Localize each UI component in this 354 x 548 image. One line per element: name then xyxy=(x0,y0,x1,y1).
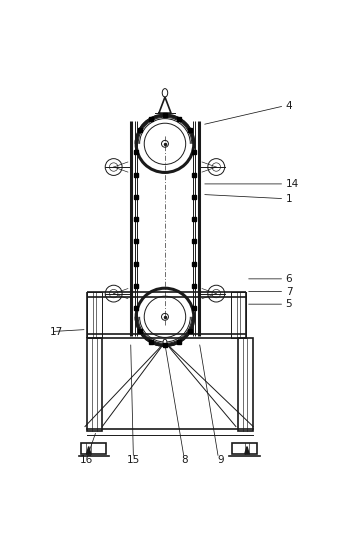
Text: 16: 16 xyxy=(80,455,93,465)
Bar xyxy=(231,292,246,338)
Bar xyxy=(87,338,102,431)
Text: 8: 8 xyxy=(182,455,188,465)
Polygon shape xyxy=(245,447,249,454)
Text: 17: 17 xyxy=(50,327,63,336)
Text: 5: 5 xyxy=(286,299,292,309)
Text: 1: 1 xyxy=(286,193,292,204)
Text: 15: 15 xyxy=(127,455,140,465)
Text: 14: 14 xyxy=(286,179,299,189)
Text: 7: 7 xyxy=(286,287,292,296)
Circle shape xyxy=(163,339,167,345)
Polygon shape xyxy=(86,447,91,454)
Text: 9: 9 xyxy=(217,455,224,465)
Bar xyxy=(87,292,102,338)
Text: 6: 6 xyxy=(286,274,292,284)
Text: 4: 4 xyxy=(286,101,292,111)
Bar xyxy=(238,338,253,431)
Bar xyxy=(81,443,106,454)
Bar xyxy=(232,443,257,454)
